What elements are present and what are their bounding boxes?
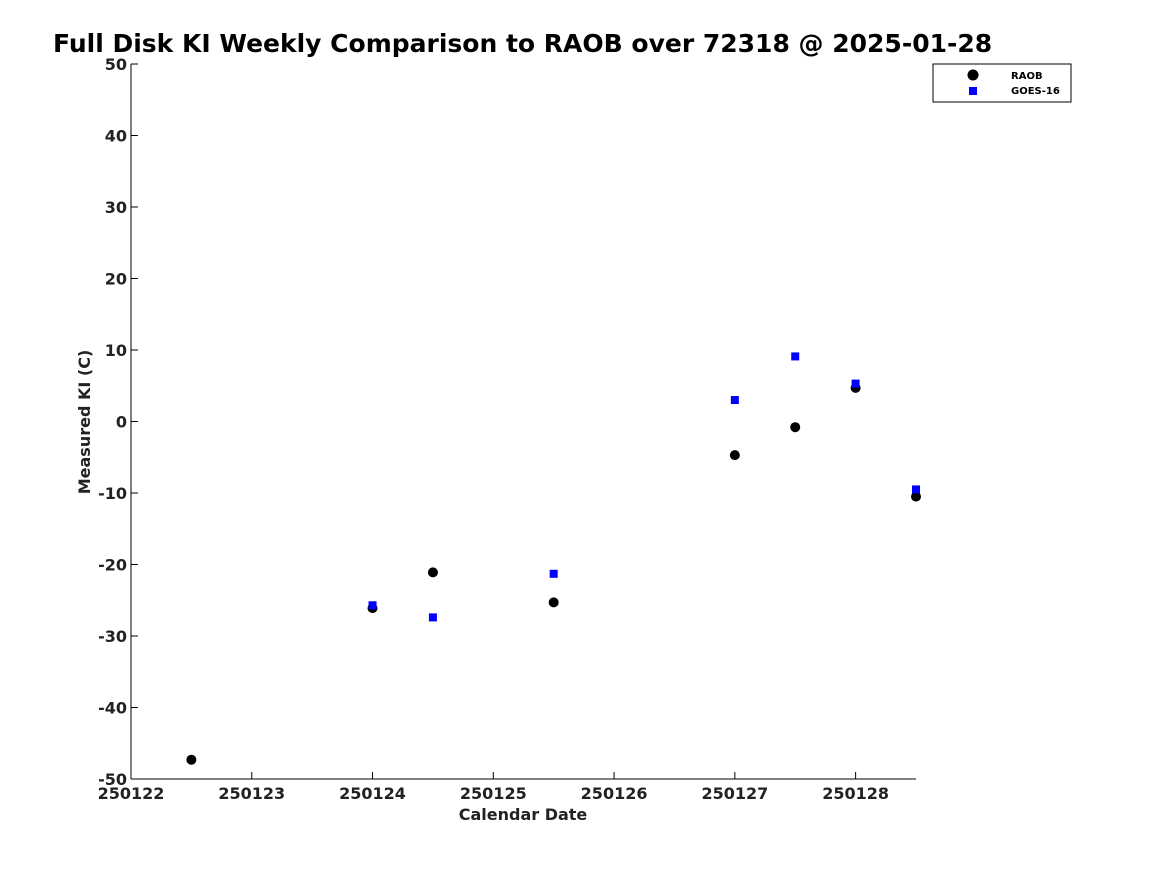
y-tick-label: 20 bbox=[105, 270, 127, 289]
raob-point bbox=[548, 597, 559, 608]
x-tick-label: 250123 bbox=[218, 784, 285, 803]
y-tick-label: 30 bbox=[105, 198, 127, 217]
raob-point bbox=[911, 491, 921, 502]
x-tick-label: 250122 bbox=[98, 784, 165, 803]
y-axis-label: Measured KI (C) bbox=[75, 350, 94, 495]
chart-title: Full Disk KI Weekly Comparison to RAOB o… bbox=[53, 29, 992, 58]
goes16-point bbox=[912, 485, 920, 494]
legend-raob-label: RAOB bbox=[1011, 71, 1043, 82]
goes16-point bbox=[851, 379, 860, 388]
x-ticks: 250122 250123 250124 250125 250126 250127 2501… bbox=[98, 772, 889, 803]
x-axis-label: Calendar Date bbox=[459, 805, 588, 824]
legend-raob-marker bbox=[967, 69, 979, 81]
raob-point bbox=[729, 450, 740, 461]
x-tick-label: 250124 bbox=[339, 784, 406, 803]
goes16-point bbox=[791, 352, 800, 361]
goes16-point bbox=[428, 613, 437, 622]
y-tick-label: 40 bbox=[105, 127, 127, 146]
raob-point bbox=[790, 422, 801, 433]
y-tick-label: 10 bbox=[105, 341, 127, 360]
axes bbox=[130, 64, 916, 780]
x-tick-label: 250128 bbox=[822, 784, 889, 803]
y-tick-label: 50 bbox=[105, 55, 127, 74]
raob-point bbox=[427, 567, 438, 578]
goes16-point bbox=[730, 396, 739, 405]
y-tick-label: -30 bbox=[98, 627, 127, 646]
x-tick-label: 250125 bbox=[460, 784, 527, 803]
legend-goes-marker bbox=[969, 87, 977, 95]
raob-point bbox=[186, 754, 197, 765]
y-tick-label: -10 bbox=[98, 484, 127, 503]
x-tick-label: 250126 bbox=[581, 784, 648, 803]
y-tick-label: -50 bbox=[98, 770, 127, 789]
y-ticks: -50 -40 -30 -20 -10 0 10 20 30 40 50 bbox=[98, 55, 138, 789]
data-marks bbox=[186, 352, 921, 765]
legend: RAOB GOES-16 bbox=[932, 63, 1072, 103]
goes16-point bbox=[549, 569, 558, 578]
y-tick-label: 0 bbox=[116, 413, 127, 432]
goes16-point bbox=[368, 601, 377, 610]
y-tick-label: -40 bbox=[98, 699, 127, 718]
y-tick-label: -20 bbox=[98, 556, 127, 575]
x-tick-label: 250127 bbox=[701, 784, 768, 803]
legend-box bbox=[932, 63, 1072, 103]
legend-goes-label: GOES-16 bbox=[1011, 86, 1060, 97]
